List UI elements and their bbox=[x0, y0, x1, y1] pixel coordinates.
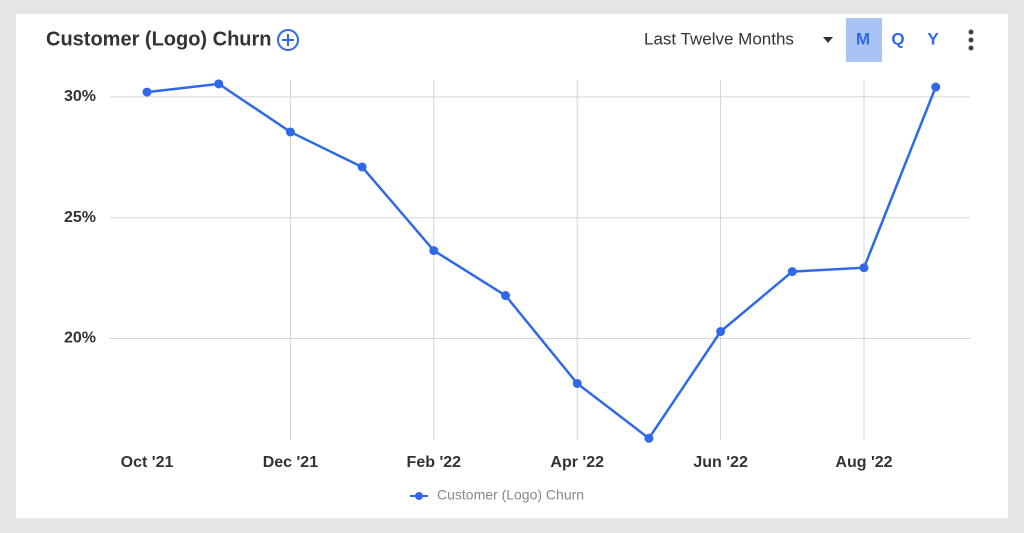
data-point bbox=[142, 87, 152, 97]
add-icon[interactable] bbox=[277, 29, 299, 51]
data-point bbox=[859, 263, 869, 273]
y-tick-label: 20% bbox=[64, 330, 96, 347]
dropdown-caret[interactable] bbox=[823, 37, 833, 43]
x-tick-label: Aug '22 bbox=[835, 454, 892, 471]
granularity-button[interactable]: Q bbox=[891, 29, 904, 48]
legend-swatch-dot[interactable] bbox=[415, 492, 423, 500]
more-menu[interactable] bbox=[968, 29, 974, 51]
chart-title: Customer (Logo) Churn bbox=[46, 28, 272, 50]
x-tick-label: Oct '21 bbox=[121, 454, 174, 471]
y-tick-label: 30% bbox=[64, 88, 96, 105]
data-point bbox=[787, 267, 797, 277]
data-point bbox=[501, 291, 510, 301]
add-icon-plus bbox=[282, 34, 294, 46]
x-tick-label: Dec '21 bbox=[263, 454, 319, 471]
add-button[interactable] bbox=[277, 29, 299, 51]
data-point bbox=[357, 162, 367, 172]
x-tick-label: Apr '22 bbox=[550, 454, 604, 471]
legend-label[interactable]: Customer (Logo) Churn bbox=[437, 487, 584, 503]
data-point bbox=[285, 127, 295, 137]
y-tick-label: 25% bbox=[64, 209, 96, 226]
granularity-button[interactable]: M bbox=[856, 29, 870, 48]
menu-dot[interactable] bbox=[968, 37, 974, 43]
data-point bbox=[716, 327, 726, 337]
menu-dot[interactable] bbox=[968, 29, 974, 35]
data-point bbox=[644, 433, 654, 443]
data-point bbox=[214, 79, 224, 89]
data-point bbox=[572, 378, 582, 388]
x-tick-label: Feb '22 bbox=[407, 454, 462, 471]
x-tick-label: Jun '22 bbox=[693, 454, 748, 471]
data-point bbox=[429, 246, 439, 256]
card bbox=[16, 14, 1008, 518]
selected-button-bg[interactable] bbox=[846, 18, 882, 62]
period-dropdown[interactable]: Last Twelve Months bbox=[644, 29, 794, 48]
series-line bbox=[146, 82, 937, 441]
granularity-button[interactable]: Y bbox=[927, 29, 939, 48]
data-point bbox=[931, 82, 941, 92]
menu-dot[interactable] bbox=[968, 45, 974, 51]
